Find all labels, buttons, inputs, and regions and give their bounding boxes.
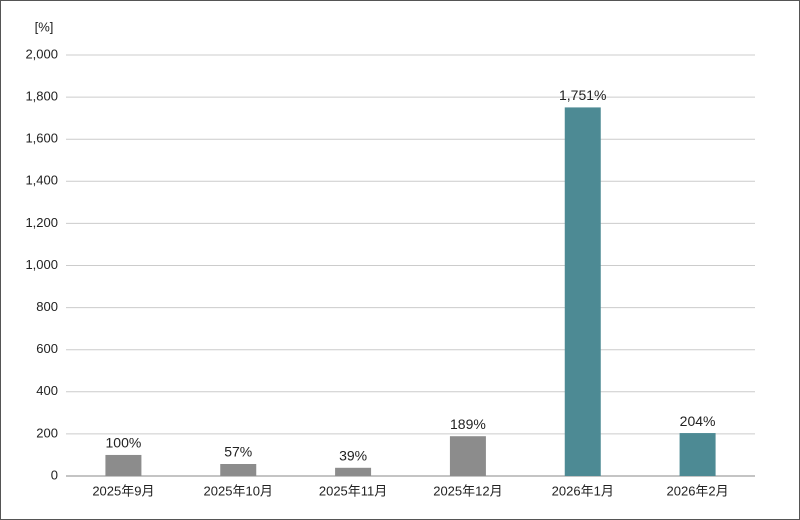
y-axis-label: [%] bbox=[35, 19, 54, 34]
value-label: 39% bbox=[339, 447, 367, 463]
value-label: 100% bbox=[106, 435, 142, 451]
x-tick-label: 2025年11月 bbox=[319, 483, 387, 498]
x-tick-label: 2025年10月 bbox=[204, 483, 273, 498]
x-tick-label: 2026年2月 bbox=[667, 483, 729, 498]
bar bbox=[220, 464, 257, 476]
bar bbox=[449, 436, 486, 476]
y-tick-label: 1,800 bbox=[25, 89, 58, 104]
y-tick-label: 1,600 bbox=[25, 131, 58, 146]
y-tick-label: 1,200 bbox=[25, 215, 58, 230]
value-label: 189% bbox=[450, 416, 486, 432]
y-tick-label: 1,400 bbox=[25, 173, 58, 188]
bar bbox=[564, 107, 601, 477]
bar bbox=[105, 454, 142, 476]
bar bbox=[679, 433, 716, 476]
y-tick-label: 200 bbox=[36, 425, 58, 440]
x-tick-label: 2025年12月 bbox=[433, 483, 502, 498]
y-tick-label: 1,000 bbox=[25, 257, 58, 272]
y-tick-label: 0 bbox=[51, 467, 58, 482]
value-label: 57% bbox=[224, 444, 252, 460]
value-label: 1,751% bbox=[559, 87, 606, 103]
bar bbox=[335, 467, 372, 476]
y-tick-label: 800 bbox=[36, 299, 58, 314]
x-tick-label: 2026年1月 bbox=[552, 483, 614, 498]
y-tick-label: 2,000 bbox=[25, 46, 58, 61]
y-tick-label: 600 bbox=[36, 341, 58, 356]
x-tick-label: 2025年9月 bbox=[92, 483, 154, 498]
value-label: 204% bbox=[680, 413, 716, 429]
y-tick-label: 400 bbox=[36, 383, 58, 398]
